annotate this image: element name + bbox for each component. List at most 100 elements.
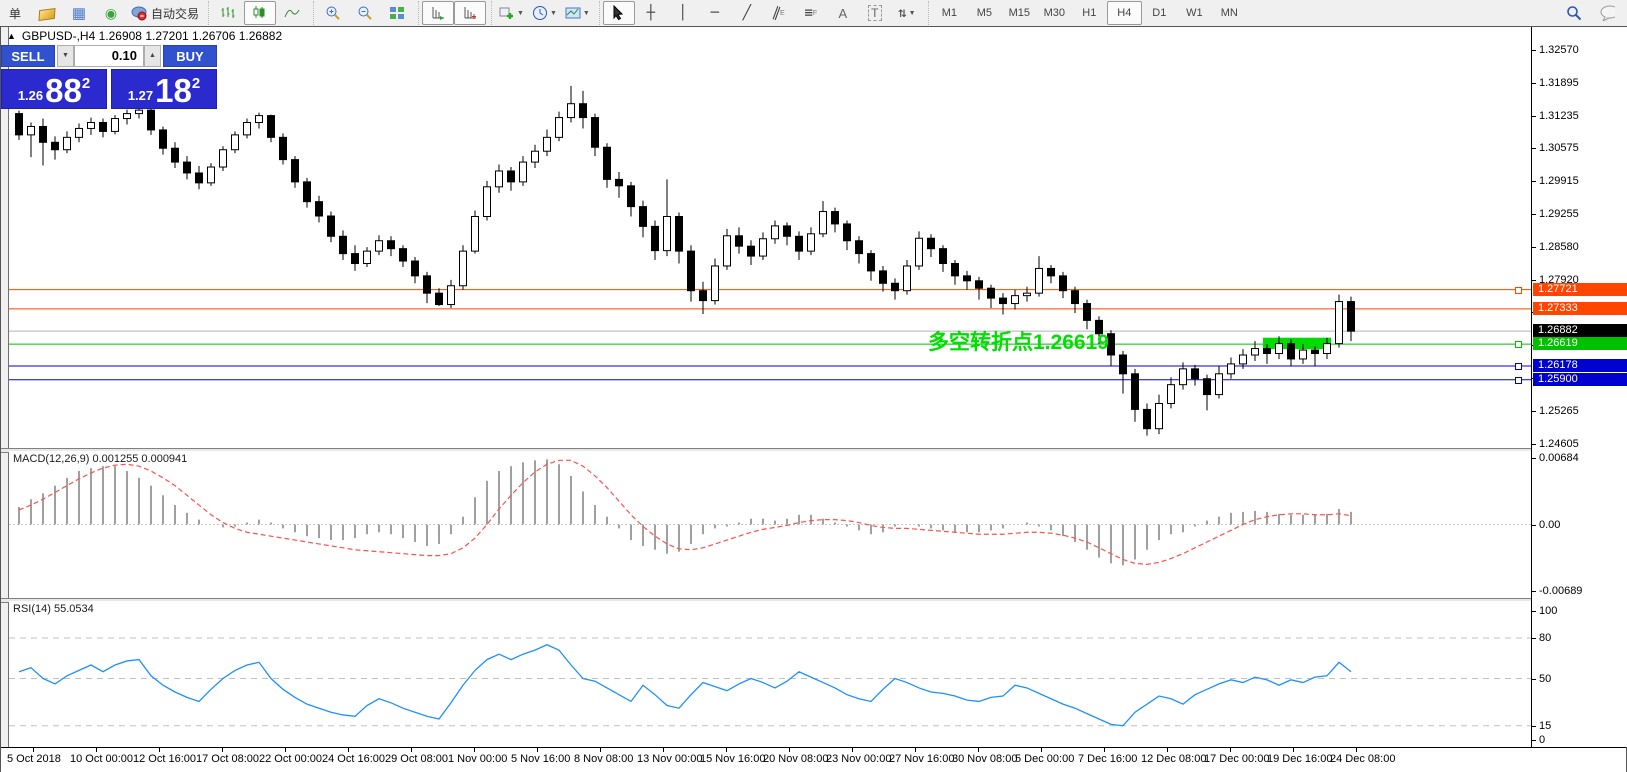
buy-price-prefix: 1.27 [127,88,154,103]
time-label: 12 Dec 08:00 [1141,753,1207,765]
horizontal-line-icon: ─ [710,5,720,21]
time-tick [348,748,349,752]
hline-handle[interactable] [1515,286,1522,294]
time-tick [663,748,664,752]
volume-increase-button[interactable]: ▲ [144,45,161,67]
timeframe-button-d1[interactable]: D1 [1152,7,1167,19]
search-button[interactable] [1558,1,1590,25]
timeframe-button-m30[interactable]: M30 [1043,7,1066,19]
sell-price-big: 88 [45,72,82,109]
price-axis[interactable]: 1.32570 1.31895 1.31235 1.30575 1.29915 1.292… [1531,27,1627,747]
zoom-in-button[interactable] [317,1,349,25]
clock-icon [532,6,547,20]
tile-windows-icon [390,7,405,19]
crosshair-tool-button[interactable]: ┼ [635,1,667,25]
label-tool-icon: T [868,5,882,21]
chat-button[interactable] [1590,1,1624,25]
text-tool-button[interactable]: A [827,1,859,25]
trendline-tool-button[interactable]: ╱ [731,1,763,25]
zoom-out-button[interactable] [349,1,381,25]
add-indicator-icon [499,7,514,19]
line-chart-button[interactable] [276,1,308,25]
line-chart-icon [284,9,300,18]
vertical-line-tool-button[interactable]: │ [667,1,699,25]
axis-tick [1532,83,1536,84]
time-label: 24 Dec 08:00 [1330,753,1396,765]
macd-pane[interactable]: MACD(12,26,9) 0.001255 0.000941 [9,451,1531,598]
hline-handle[interactable] [1515,376,1522,384]
candles-layer [15,85,1355,436]
axis-tick [1532,116,1536,117]
axis-tick [1532,591,1536,592]
hline-price-label: 1.27721 [1533,282,1627,296]
chart-shift-button[interactable] [454,1,487,25]
time-tick [1104,748,1105,752]
new-chart-button[interactable] [31,1,63,25]
axis-tick [1532,411,1536,412]
axis-tick [1532,525,1536,526]
label-tool-button[interactable]: T [859,1,891,25]
time-tick [1230,748,1231,752]
one-click-trade-panel: SELL ▼ 0.10 ▲ BUY 1.26 88 2 1.27 18 2 [1,45,217,111]
timeframe-button-mn[interactable]: MN [1220,7,1238,19]
axis-tick-label: 0 [1539,734,1546,746]
candlestick-icon [253,6,265,18]
timeframe-button-w1[interactable]: W1 [1186,7,1203,19]
candlestick-chart-button[interactable] [244,1,277,25]
rsi-pane[interactable]: RSI(14) 55.0534 [9,601,1531,747]
volume-decrease-button[interactable]: ▼ [57,45,74,67]
hline-handle[interactable] [1515,362,1522,370]
turning-point-annotation[interactable]: 多空转折点1.26619 [928,331,1109,354]
period-button[interactable]: ▼ [528,1,561,25]
auto-scroll-button[interactable] [422,1,455,25]
timeframe-button-m1[interactable]: M1 [941,7,957,19]
axis-tick-label: 1.25265 [1539,405,1579,417]
time-label: 29 Oct 08:00 [385,753,448,765]
toolbar-group-objects: ▼ ▼ ▼ [491,1,597,25]
buy-price-big: 18 [155,72,192,109]
new-order-button[interactable]: 单 [8,6,21,21]
collapse-arrow-icon[interactable]: ▲ [7,31,16,41]
bar-chart-button[interactable] [212,1,244,25]
window-left-border [1,27,9,771]
time-tick [978,748,979,752]
market-watch-icon: ▦ [71,5,87,22]
timeframe-button-h4[interactable]: H4 [1106,1,1142,25]
buy-price-box[interactable]: 1.27 18 2 [111,69,217,109]
axis-tick-label: 80 [1539,632,1552,644]
market-watch-button[interactable]: ▦ [63,1,95,25]
sell-price-box[interactable]: 1.26 88 2 [1,69,107,109]
gold-box-icon [38,7,56,22]
axis-tick-label: 1.29915 [1539,175,1579,187]
cursor-tool-button[interactable] [602,1,635,25]
timeframe-button-m15[interactable]: M15 [1008,7,1031,19]
zoom-in-icon [326,6,340,20]
template-button[interactable]: ▼ [561,1,594,25]
signal-button[interactable]: ◉ [95,1,127,25]
tile-windows-button[interactable] [381,1,413,25]
axis-tick-label: 1.32570 [1539,44,1579,56]
volume-field[interactable]: 0.10 [74,45,144,67]
hline-price-label: 1.26619 [1533,337,1627,351]
axis-tick [1532,280,1536,281]
autotrade-button[interactable]: 自动交易 [127,1,203,25]
time-axis[interactable]: 5 Oct 2018 10 Oct 00:00 12 Oct 16:00 17 Oct… [1,747,1626,772]
timeframe-button-h1[interactable]: H1 [1082,7,1097,19]
price-chart-pane[interactable]: 多空转折点1.26619 [9,31,1531,448]
arrows-tool-button[interactable]: ⇅ ▼ [891,1,923,25]
fibonacci-tool-button[interactable]: ≡ F [804,5,818,21]
time-tick [600,748,601,752]
buy-button[interactable]: BUY [163,45,217,67]
time-tick [411,748,412,752]
add-indicator-button[interactable]: ▼ [495,1,528,25]
channel-tool-button[interactable]: ∥ E [770,4,785,22]
rsi-canvas [9,637,1531,727]
time-label: 23 Nov 00:00 [826,753,892,765]
timeframe-button-m5[interactable]: M5 [976,7,992,19]
time-label: 5 Dec 00:00 [1015,753,1075,765]
hline-handle[interactable] [1515,341,1522,349]
axis-tick [1532,181,1536,182]
horizontal-line-tool-button[interactable]: ─ [699,1,731,25]
time-tick [1293,748,1294,752]
sell-button[interactable]: SELL [1,45,55,67]
